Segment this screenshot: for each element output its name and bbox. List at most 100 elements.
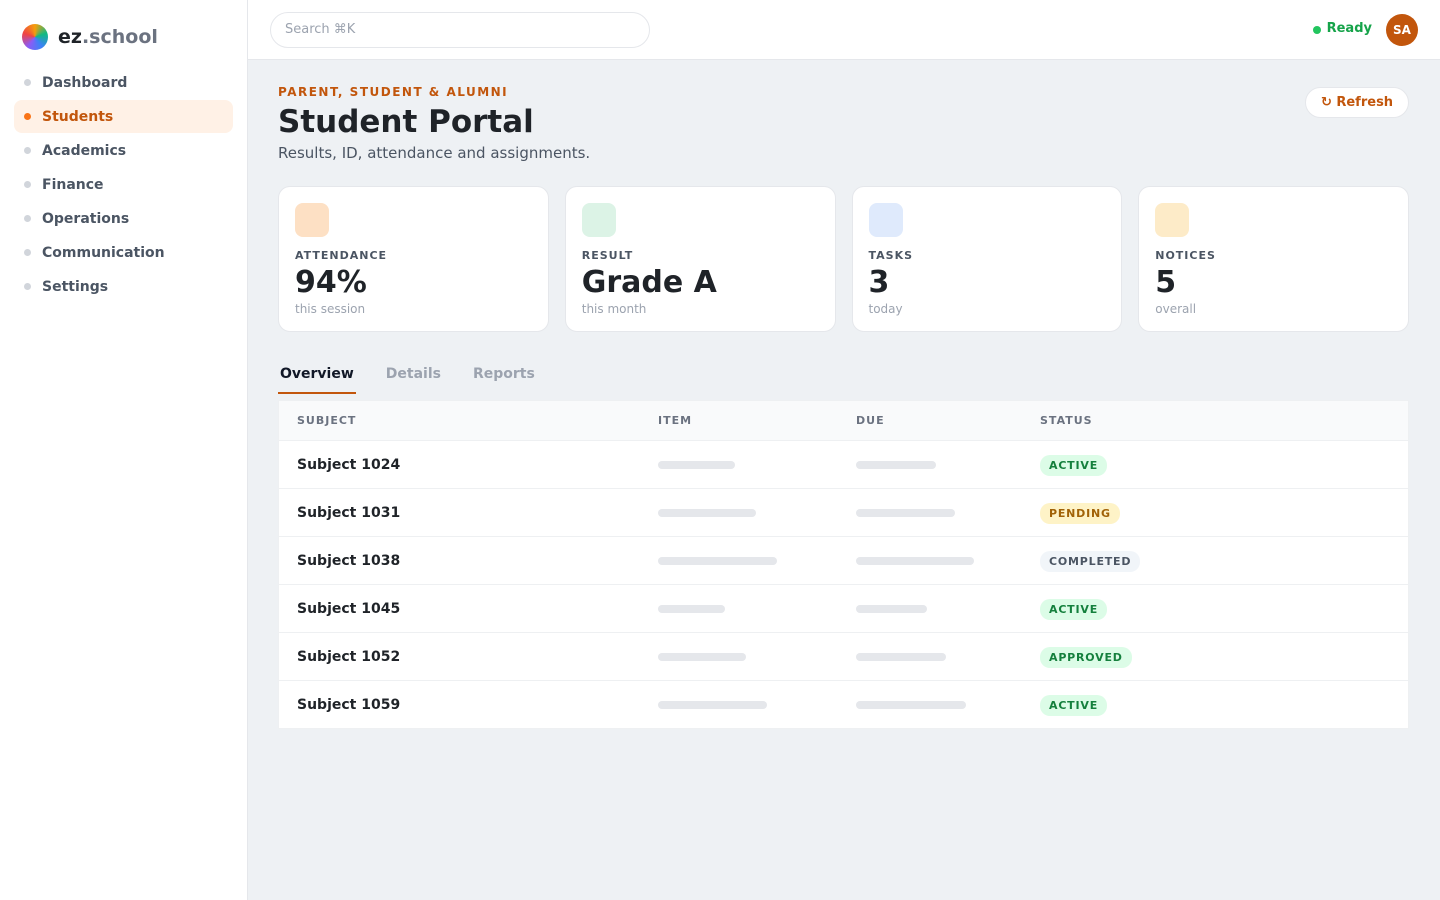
nav-item[interactable]: Dashboard	[14, 66, 233, 99]
eyebrow: PARENT, STUDENT & ALUMNI	[278, 85, 509, 99]
stat-icon	[868, 203, 903, 237]
subject: Subject 1052	[297, 648, 401, 665]
stat-card: TASKS 3 today	[851, 186, 1123, 332]
table-row: Subject 1038 COMPLETED	[279, 536, 1408, 584]
status-cell: PENDING	[1040, 502, 1408, 524]
sidebar: ez.school Dashboard Students Academics Fina…	[0, 0, 248, 900]
skeleton	[856, 460, 936, 469]
subject: Subject 1038	[297, 552, 401, 569]
stat-value: Grade A	[581, 265, 717, 300]
nav-item[interactable]: Operations	[14, 202, 233, 235]
stat-note: this month	[581, 302, 647, 316]
column-header: DUE	[856, 414, 885, 427]
subtitle: Results, ID, attendance and assignments.	[278, 144, 591, 162]
nav-item[interactable]: Communication	[14, 236, 233, 269]
placeholder-cell	[856, 556, 1040, 565]
status-badge: APPROVED	[1040, 646, 1132, 668]
status-cell: ACTIVE	[1040, 694, 1408, 716]
table-row: Subject 1031 PENDING	[279, 488, 1408, 536]
column-header: STATUS	[1040, 414, 1093, 427]
placeholder-cell	[856, 700, 1040, 709]
brand-rest: .school	[81, 26, 158, 48]
search[interactable]: Search ⌘K	[270, 12, 650, 48]
subject: Subject 1045	[297, 600, 401, 617]
nav-item[interactable]: Academics	[14, 134, 233, 167]
tab[interactable]: Details	[385, 366, 441, 382]
placeholder-cell	[658, 508, 856, 517]
table-row: Subject 1059 ACTIVE	[279, 680, 1408, 728]
stat-note: overall	[1155, 302, 1197, 316]
nav-item[interactable]: Students	[14, 100, 233, 133]
placeholder-cell	[658, 460, 856, 469]
stat-value: 94%	[295, 265, 367, 300]
stat-label: RESULT	[581, 249, 634, 262]
stat-label: TASKS	[868, 249, 914, 262]
stat-note: this session	[295, 302, 366, 316]
skeleton	[856, 508, 955, 517]
status: Ready	[1312, 21, 1372, 36]
skeleton	[658, 508, 756, 517]
placeholder-cell	[856, 604, 1040, 613]
stat-value: 5	[1155, 265, 1177, 300]
table: SUBJECT ITEM DUE STATUS Subject 1024 ACTIVE Su…	[278, 400, 1409, 729]
tab[interactable]: Overview	[278, 362, 356, 394]
status-cell: COMPLETED	[1040, 550, 1408, 572]
status-cell: APPROVED	[1040, 646, 1408, 668]
placeholder-cell	[856, 652, 1040, 661]
status-badge: PENDING	[1040, 502, 1120, 524]
status-badge: ACTIVE	[1040, 694, 1108, 716]
nav-item[interactable]: Finance	[14, 168, 233, 201]
stat-card: NOTICES 5 overall	[1138, 186, 1409, 332]
skeleton	[658, 556, 777, 565]
skeleton	[856, 556, 974, 565]
status-badge: ACTIVE	[1040, 454, 1108, 476]
tab[interactable]: Reports	[472, 366, 535, 382]
column-header: SUBJECT	[297, 414, 357, 427]
nav: Dashboard Students Academics Finance Operati…	[14, 66, 233, 304]
skeleton	[658, 700, 767, 709]
placeholder-cell	[856, 508, 1040, 517]
tabs: Overview Details Reports	[278, 362, 537, 394]
placeholder-cell	[658, 604, 856, 613]
page-title: Student Portal	[278, 104, 534, 140]
subject: Subject 1059	[297, 696, 401, 713]
status-cell: ACTIVE	[1040, 598, 1408, 620]
skeleton	[658, 652, 746, 661]
skeleton	[658, 604, 725, 613]
avatar[interactable]: SA	[1386, 14, 1418, 46]
subject: Subject 1031	[297, 504, 401, 521]
placeholder-cell	[658, 556, 856, 565]
table-row: Subject 1024 ACTIVE	[279, 440, 1408, 488]
stat-label: ATTENDANCE	[295, 249, 388, 262]
table-row: Subject 1045 ACTIVE	[279, 584, 1408, 632]
stat-icon	[295, 203, 329, 237]
placeholder-cell	[856, 460, 1040, 469]
skeleton	[856, 652, 946, 661]
column-header: ITEM	[658, 414, 693, 427]
brand[interactable]: ez.school	[22, 24, 158, 50]
nav-item[interactable]: Settings	[14, 270, 233, 303]
stat-card: ATTENDANCE 94% this session	[278, 186, 549, 332]
skeleton	[856, 604, 927, 613]
skeleton	[856, 700, 966, 709]
brand-mark: ez	[58, 26, 82, 48]
status-badge: ACTIVE	[1040, 598, 1108, 620]
table-row: Subject 1052 APPROVED	[279, 632, 1408, 680]
skeleton	[658, 460, 735, 469]
topbar: Search ⌘K Ready SA	[248, 0, 1440, 60]
logo	[22, 24, 48, 50]
stat-label: NOTICES	[1155, 249, 1216, 262]
table-header: SUBJECT ITEM DUE STATUS	[279, 401, 1408, 440]
refresh-button[interactable]: ↻ Refresh	[1305, 87, 1409, 118]
stat-note: today	[868, 302, 903, 316]
subject: Subject 1024	[297, 456, 401, 473]
status-cell: ACTIVE	[1040, 454, 1408, 476]
stat-cards: ATTENDANCE 94% this session RESULT Grade A th…	[278, 186, 1409, 332]
stat-icon	[1155, 203, 1190, 237]
status-badge: COMPLETED	[1040, 550, 1141, 572]
placeholder-cell	[658, 700, 856, 709]
stat-card: RESULT Grade A this month	[564, 186, 836, 332]
stat-value: 3	[868, 265, 890, 300]
